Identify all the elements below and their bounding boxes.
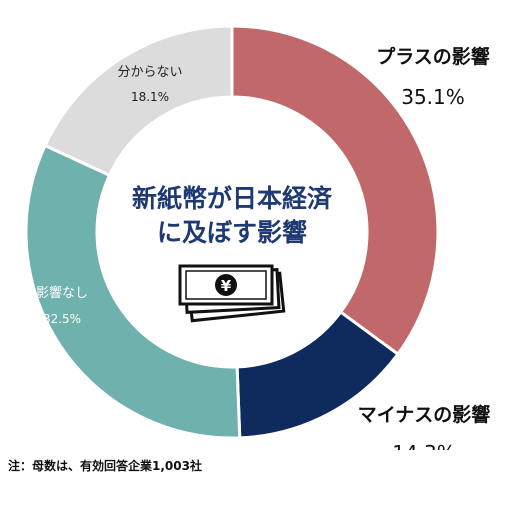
banknotes-yen-icon: ¥ xyxy=(178,264,286,323)
slices-group xyxy=(24,24,440,440)
label-none: 影響なし xyxy=(36,285,88,301)
chart-title-line-2: に及ぼす影響 xyxy=(157,218,307,247)
slice-unknown xyxy=(43,24,234,178)
value-minus: 14.3% xyxy=(392,441,456,450)
svg-text:¥: ¥ xyxy=(221,277,232,295)
label-plus: プラスの影響 xyxy=(376,45,490,68)
chart-title-line-1: 新紙幣が日本経済 xyxy=(132,184,333,213)
value-none: 32.5% xyxy=(43,312,81,326)
slice-none xyxy=(24,143,242,440)
chart-svg: 新紙幣が日本経済 に及ぼす影響 ¥ プラスの影響 35.1% マイナスの影響 1… xyxy=(24,24,491,450)
value-plus: 35.1% xyxy=(401,85,465,109)
label-minus: マイナスの影響 xyxy=(358,403,491,426)
slice-plus xyxy=(230,24,440,357)
value-unknown: 18.1% xyxy=(131,90,169,104)
label-unknown: 分からない xyxy=(117,65,182,80)
footnote: 注：母数は、有効回答企業1,003社 xyxy=(8,459,202,473)
